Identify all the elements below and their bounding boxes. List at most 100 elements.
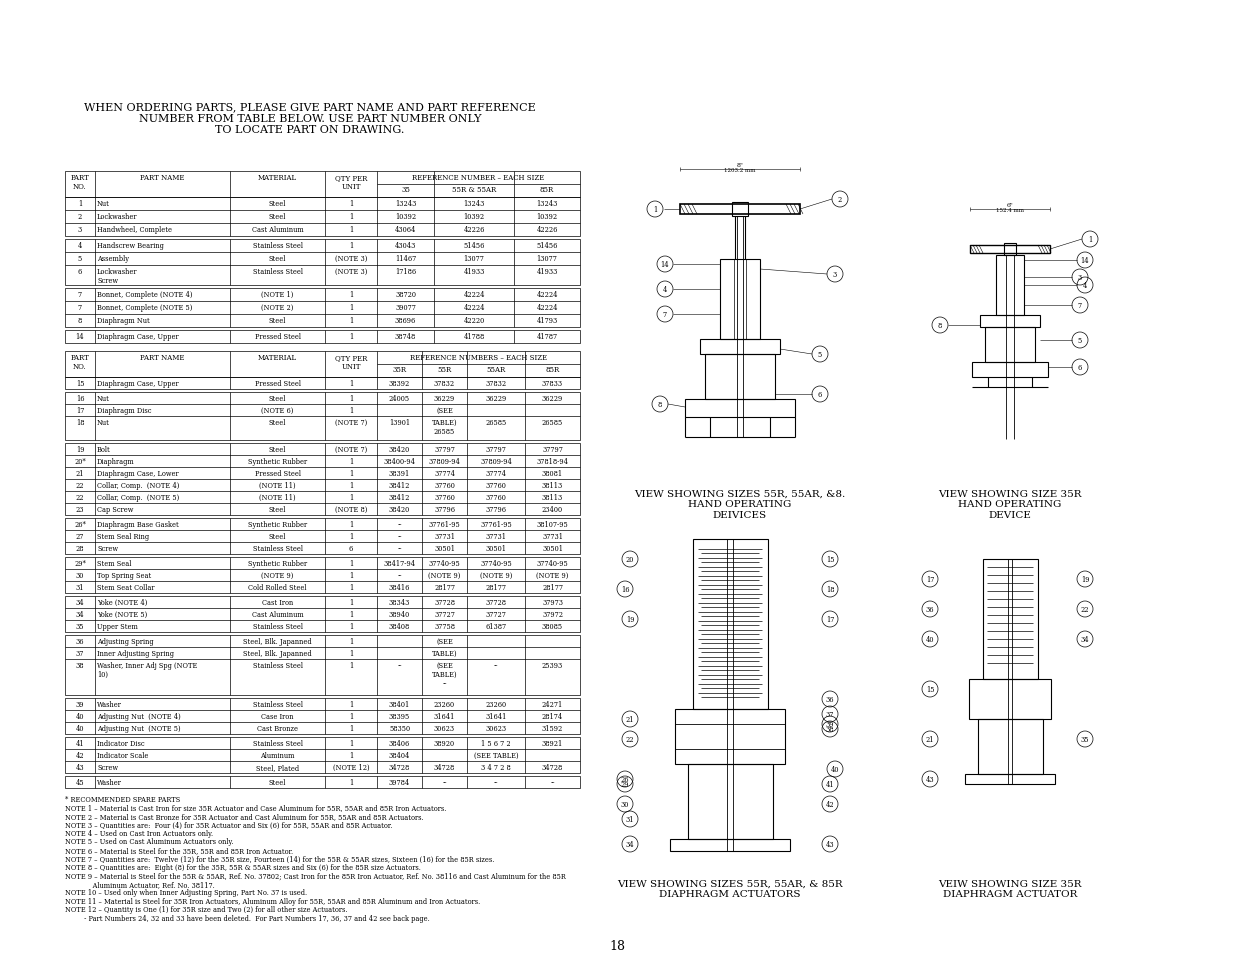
Text: Steel: Steel — [269, 779, 287, 786]
Text: 40: 40 — [75, 712, 84, 720]
Text: 23260: 23260 — [433, 700, 454, 708]
Text: 30: 30 — [621, 801, 629, 808]
Text: (NOTE 7): (NOTE 7) — [335, 446, 367, 454]
Text: 11467: 11467 — [395, 254, 416, 263]
Text: 30501: 30501 — [433, 544, 454, 553]
Text: 43: 43 — [75, 763, 84, 771]
Text: Inner Adjusting Spring: Inner Adjusting Spring — [98, 649, 174, 658]
Text: 37: 37 — [826, 710, 834, 719]
Text: 1: 1 — [348, 740, 353, 747]
Text: VIEW SHOWING SIZES 55R, 55AR, & 85R
DIAPHRAGM ACTUATORS: VIEW SHOWING SIZES 55R, 55AR, & 85R DIAP… — [618, 879, 842, 899]
Text: 1: 1 — [348, 700, 353, 708]
Text: 40: 40 — [75, 724, 84, 732]
Bar — [981, 315, 1040, 328]
Text: Adjusting Nut  (NOTE 5): Adjusting Nut (NOTE 5) — [98, 724, 180, 732]
Text: 15: 15 — [926, 685, 934, 693]
Text: Collar, Comp.  (NOTE 4): Collar, Comp. (NOTE 4) — [98, 481, 179, 490]
Text: QTY PER
UNIT: QTY PER UNIT — [335, 173, 367, 191]
Text: 1: 1 — [653, 206, 657, 213]
Text: 43: 43 — [826, 841, 835, 848]
Text: PART
NO.: PART NO. — [70, 173, 89, 191]
Text: 27: 27 — [75, 533, 84, 540]
Text: 37761-95: 37761-95 — [429, 520, 461, 529]
Text: 36: 36 — [926, 605, 934, 614]
Text: 25393: 25393 — [542, 661, 563, 669]
Bar — [65, 443, 580, 516]
Text: 38113: 38113 — [542, 481, 563, 490]
Text: --: -- — [398, 520, 401, 529]
Text: 31641: 31641 — [485, 712, 506, 720]
Text: (NOTE 3): (NOTE 3) — [335, 268, 367, 275]
Text: 41788: 41788 — [463, 333, 484, 340]
Text: 15: 15 — [826, 556, 835, 563]
Text: (NOTE 11): (NOTE 11) — [259, 494, 296, 501]
Text: 16: 16 — [621, 585, 630, 594]
Text: 13077: 13077 — [536, 254, 557, 263]
Text: Cast Aluminum: Cast Aluminum — [252, 610, 304, 618]
Text: 28177: 28177 — [485, 583, 506, 592]
Bar — [693, 539, 768, 709]
Text: (NOTE 6): (NOTE 6) — [262, 407, 294, 415]
Text: 8": 8" — [736, 163, 743, 168]
Text: 39784: 39784 — [389, 779, 410, 786]
Text: (SEE TABLE): (SEE TABLE) — [474, 751, 519, 760]
Bar — [969, 246, 1050, 253]
Text: Stainless Steel: Stainless Steel — [252, 622, 303, 630]
Text: 22: 22 — [75, 481, 84, 490]
Text: 37809-94: 37809-94 — [480, 457, 513, 465]
Text: QTY PER
UNIT: QTY PER UNIT — [335, 354, 367, 371]
Text: 17: 17 — [926, 576, 934, 583]
Text: 1: 1 — [348, 494, 353, 501]
Text: 1: 1 — [348, 226, 353, 233]
Text: 37797: 37797 — [433, 446, 454, 454]
Text: Diaphragm Base Gasket: Diaphragm Base Gasket — [98, 520, 179, 529]
Bar — [732, 203, 748, 216]
Text: 1 5 6 7 2: 1 5 6 7 2 — [482, 740, 511, 747]
Text: 31592: 31592 — [542, 724, 563, 732]
Text: 31641: 31641 — [433, 712, 456, 720]
Text: 24271: 24271 — [542, 700, 563, 708]
Text: 17: 17 — [75, 407, 84, 415]
Text: 6: 6 — [78, 268, 82, 275]
Text: 30501: 30501 — [542, 544, 563, 553]
Text: 38406: 38406 — [389, 740, 410, 747]
Text: 35: 35 — [1081, 735, 1089, 743]
Text: 28177: 28177 — [542, 583, 563, 592]
Text: Diaphragm Case, Lower: Diaphragm Case, Lower — [98, 470, 179, 477]
Text: Adjusting Nut  (NOTE 4): Adjusting Nut (NOTE 4) — [98, 712, 180, 720]
Text: 18: 18 — [609, 939, 625, 952]
Text: 37728: 37728 — [485, 598, 506, 606]
Text: 38391: 38391 — [389, 470, 410, 477]
Text: 38412: 38412 — [389, 494, 410, 501]
Text: 1: 1 — [348, 661, 353, 669]
Text: 5: 5 — [1078, 336, 1082, 345]
Text: Cast Aluminum: Cast Aluminum — [252, 226, 304, 233]
Text: 7: 7 — [78, 304, 82, 312]
Text: VEIW SHOWING SIZE 35R
DIAPHRAGM ACTUATOR: VEIW SHOWING SIZE 35R DIAPHRAGM ACTUATOR — [939, 879, 1082, 899]
Text: --: -- — [398, 572, 401, 579]
Text: 21: 21 — [926, 735, 934, 743]
Text: 38401: 38401 — [389, 700, 410, 708]
Text: 10392: 10392 — [536, 213, 557, 221]
Text: (NOTE 9): (NOTE 9) — [262, 572, 294, 579]
Text: 4: 4 — [663, 286, 667, 294]
Text: PART
NO.: PART NO. — [70, 354, 89, 371]
Bar — [65, 518, 580, 555]
Text: Washer: Washer — [98, 779, 122, 786]
Text: 35: 35 — [401, 186, 410, 193]
Text: Steel: Steel — [269, 505, 287, 514]
Text: 45: 45 — [75, 779, 84, 786]
Text: Pressed Steel: Pressed Steel — [254, 379, 300, 388]
Text: 1: 1 — [348, 395, 353, 402]
Text: --: -- — [398, 533, 401, 540]
Text: Bonnet, Complete (NOTE 4): Bonnet, Complete (NOTE 4) — [98, 291, 193, 298]
Text: 37760: 37760 — [485, 481, 506, 490]
Text: 42226: 42226 — [536, 226, 558, 233]
Bar — [65, 558, 580, 594]
Text: 26585: 26585 — [485, 418, 506, 427]
Text: Collar, Comp.  (NOTE 5): Collar, Comp. (NOTE 5) — [98, 494, 179, 501]
Text: 1: 1 — [348, 520, 353, 529]
Text: 55R: 55R — [437, 366, 452, 374]
Text: 39077: 39077 — [395, 304, 416, 312]
Bar — [65, 331, 580, 344]
